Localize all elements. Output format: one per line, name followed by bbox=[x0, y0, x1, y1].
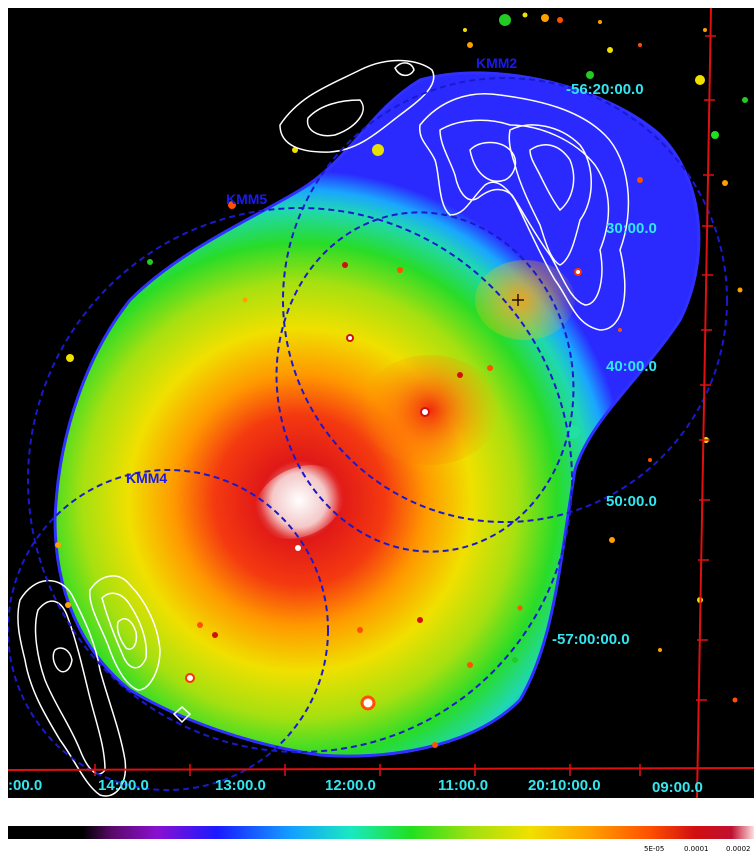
cross-marker bbox=[512, 294, 524, 306]
kmm5-ellipse bbox=[275, 211, 575, 553]
colorbar-tick-label: 0.0001 bbox=[684, 845, 709, 853]
dec-label: -57:00:00.0 bbox=[552, 631, 630, 648]
bright-knot bbox=[360, 355, 500, 465]
ra-label: 13:00.0 bbox=[215, 777, 266, 794]
northern-ridge bbox=[475, 260, 575, 340]
ra-label: 14:00.0 bbox=[98, 777, 149, 794]
dec-label: 30:00.0 bbox=[606, 220, 657, 237]
grid-ticks bbox=[94, 35, 716, 776]
radio-contours bbox=[17, 59, 630, 797]
ra-label: 09:00.0 bbox=[652, 779, 703, 796]
region-label-kmm4: KMM4 bbox=[126, 470, 167, 486]
central-core bbox=[254, 465, 346, 539]
colorbar-tick-label: 5E-05 bbox=[644, 845, 664, 853]
ra-label: :00.0 bbox=[8, 777, 42, 794]
pointing-circles bbox=[8, 77, 728, 791]
kmm5-large-circle bbox=[27, 207, 573, 753]
region-label-kmm5: KMM5 bbox=[226, 191, 267, 207]
kmm2-circle bbox=[282, 77, 728, 523]
coordinate-grid bbox=[8, 8, 754, 798]
ra-label: 11:00.0 bbox=[438, 777, 488, 794]
dec-label: -56:20:00.0 bbox=[566, 81, 644, 98]
colorbar bbox=[8, 826, 754, 839]
colorbar-tick-label: 0.0002 bbox=[726, 845, 751, 853]
dec-label: 50:00.0 bbox=[606, 493, 657, 510]
region-label-kmm2: KMM2 bbox=[476, 55, 517, 71]
kmm4-circle bbox=[8, 469, 329, 791]
dec-label: 40:00.0 bbox=[606, 358, 657, 375]
ra-label: 20:10:00.0 bbox=[528, 777, 601, 794]
ra-label: 12:00.0 bbox=[325, 777, 376, 794]
